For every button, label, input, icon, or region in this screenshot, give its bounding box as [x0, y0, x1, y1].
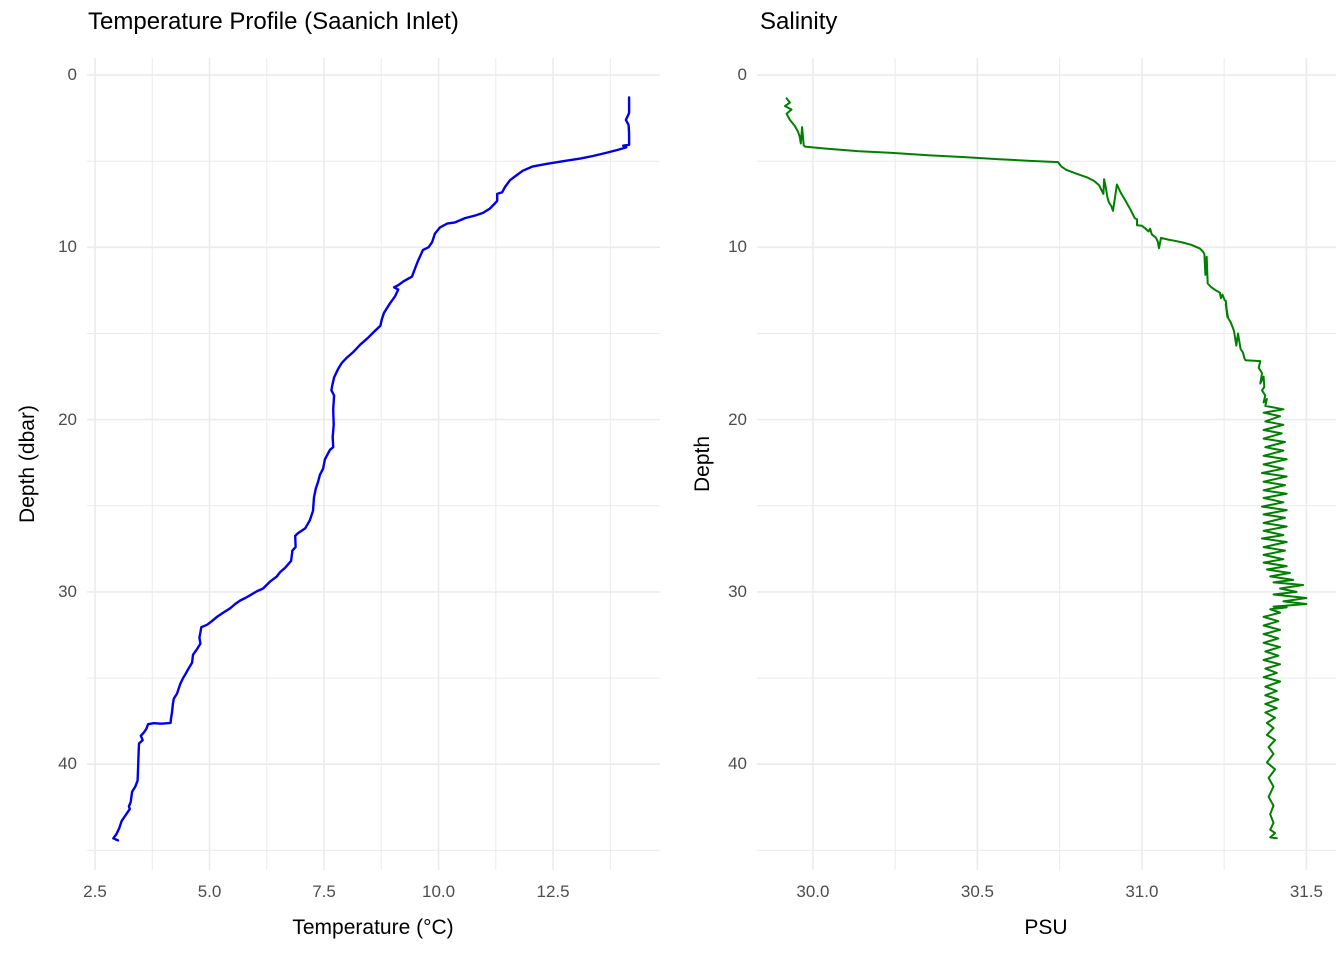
plot-title-temperature: Temperature Profile (Saanich Inlet) [88, 8, 459, 35]
x-tick-label: 5.0 [197, 882, 222, 901]
x-tick-label: 10.0 [421, 882, 456, 901]
salinity-panel [757, 58, 1336, 870]
y-axis-title-depth-dbar: Depth (dbar) [16, 405, 39, 523]
x-tick-label: 31.5 [1289, 882, 1323, 901]
y-tick-label: 30 [728, 581, 747, 601]
y-tick-label: 10 [728, 237, 747, 257]
y-tick-label: 0 [67, 65, 77, 85]
x-axis-title-psu: PSU [1024, 916, 1068, 939]
x-axis-title-temperature: Temperature (°C) [292, 916, 454, 939]
y-tick-label: 20 [58, 409, 77, 429]
salinity_profile-line [784, 97, 1308, 840]
temperature-panel [87, 58, 660, 870]
y-tick-label: 0 [737, 65, 747, 85]
y-tick-label: 10 [58, 237, 77, 257]
x-tick-label: 2.5 [83, 882, 107, 901]
plot-title-salinity: Salinity [760, 8, 838, 35]
temperature_profile-line [112, 96, 631, 842]
y-tick-label: 30 [58, 581, 77, 601]
y-tick-label: 40 [728, 754, 747, 774]
x-tick-label: 30.5 [960, 882, 994, 901]
x-tick-label: 30.0 [796, 882, 830, 901]
x-tick-label: 12.5 [536, 882, 570, 901]
y-tick-label: 40 [58, 754, 77, 774]
x-tick-label: 31.0 [1125, 882, 1159, 901]
y-tick-label: 20 [728, 409, 747, 429]
y-axis-title-depth: Depth [691, 435, 714, 493]
x-tick-label: 7.5 [312, 882, 336, 901]
